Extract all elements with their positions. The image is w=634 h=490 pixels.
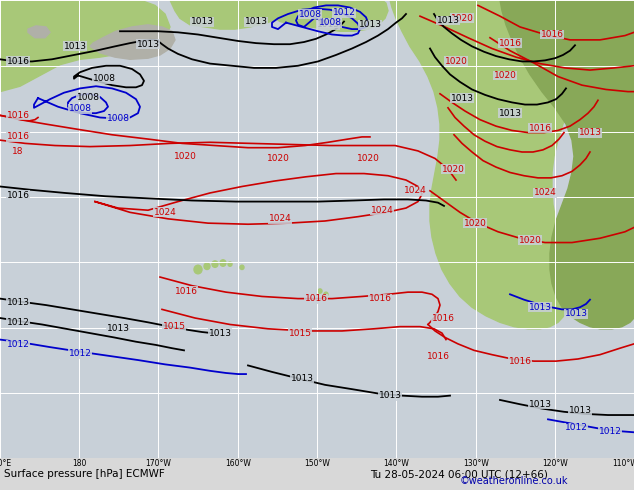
Text: 1013: 1013 (529, 400, 552, 409)
Text: 1020: 1020 (174, 152, 197, 161)
Text: 140°W: 140°W (383, 459, 409, 468)
Polygon shape (28, 26, 50, 38)
Polygon shape (390, 0, 634, 329)
Text: 1016: 1016 (432, 314, 455, 322)
Text: 1012: 1012 (333, 8, 356, 18)
Text: 1013: 1013 (451, 94, 474, 102)
Text: ©weatheronline.co.uk: ©weatheronline.co.uk (460, 476, 569, 486)
Text: 1013: 1013 (6, 298, 30, 307)
Text: 1013: 1013 (436, 16, 460, 25)
Text: 1012: 1012 (6, 341, 29, 349)
Circle shape (204, 263, 210, 270)
Text: 1008: 1008 (318, 18, 342, 27)
Polygon shape (0, 0, 20, 38)
Text: 1016: 1016 (498, 39, 522, 48)
Text: 1013: 1013 (107, 324, 129, 333)
Text: 1012: 1012 (68, 349, 91, 358)
Circle shape (212, 261, 218, 268)
Polygon shape (268, 0, 388, 31)
Circle shape (220, 260, 226, 266)
Circle shape (194, 265, 202, 274)
Text: Surface pressure [hPa] ECMWF: Surface pressure [hPa] ECMWF (4, 469, 165, 479)
Text: Tu 28-05-2024 06:00 UTC (12+66): Tu 28-05-2024 06:00 UTC (12+66) (370, 469, 548, 479)
Text: 1016: 1016 (174, 287, 198, 295)
Text: 1013: 1013 (136, 40, 160, 49)
Text: 1015: 1015 (288, 329, 311, 338)
Text: 1016: 1016 (529, 124, 552, 133)
Text: 1024: 1024 (371, 206, 393, 215)
Text: 1008: 1008 (107, 114, 129, 123)
Text: 1013: 1013 (290, 374, 313, 383)
Text: 1016: 1016 (427, 352, 450, 361)
Text: 1016: 1016 (6, 57, 30, 66)
Text: 1013: 1013 (316, 20, 339, 29)
Text: 1020: 1020 (463, 219, 486, 228)
Circle shape (240, 265, 244, 270)
Text: 1013: 1013 (498, 109, 522, 118)
Text: 1015: 1015 (162, 322, 186, 331)
Text: 1012: 1012 (598, 427, 621, 436)
Text: 1008: 1008 (68, 104, 91, 113)
Text: 1024: 1024 (269, 214, 292, 223)
Text: 1008: 1008 (93, 74, 115, 83)
Text: 1012: 1012 (6, 318, 29, 327)
Text: 1016: 1016 (6, 111, 30, 120)
Text: 1013: 1013 (564, 309, 588, 318)
Text: 1013: 1013 (578, 128, 602, 137)
Text: 1020: 1020 (519, 236, 541, 245)
Text: 1016: 1016 (541, 30, 564, 39)
Text: 120°W: 120°W (542, 459, 568, 468)
Text: 1016: 1016 (368, 294, 392, 303)
Text: 1016: 1016 (6, 191, 30, 199)
Polygon shape (0, 0, 170, 92)
Text: 170°E: 170°E (0, 459, 11, 468)
Text: 1016: 1016 (508, 357, 531, 366)
Text: 1013: 1013 (378, 391, 401, 400)
Text: 18: 18 (12, 147, 23, 156)
Text: 1024: 1024 (534, 189, 557, 197)
Text: 1013: 1013 (245, 17, 268, 26)
Text: 1016: 1016 (304, 294, 328, 303)
Text: 110°W: 110°W (612, 459, 634, 468)
Text: 1020: 1020 (451, 14, 474, 23)
Text: 1020: 1020 (356, 154, 379, 163)
Text: 1013: 1013 (190, 17, 214, 26)
Text: 170°W: 170°W (145, 459, 171, 468)
Circle shape (324, 292, 328, 296)
Text: 1024: 1024 (153, 208, 176, 217)
Text: 150°W: 150°W (304, 459, 330, 468)
Text: 180: 180 (72, 459, 86, 468)
Text: 1008: 1008 (299, 9, 321, 19)
Text: 1012: 1012 (564, 423, 588, 433)
Text: 160°W: 160°W (225, 459, 251, 468)
Text: 130°W: 130°W (463, 459, 489, 468)
Text: 1020: 1020 (444, 57, 467, 66)
Text: 1020: 1020 (493, 71, 517, 80)
Text: 1024: 1024 (404, 186, 427, 196)
Text: 1013: 1013 (63, 42, 86, 51)
Circle shape (228, 262, 232, 266)
Text: 1013: 1013 (358, 20, 382, 29)
Polygon shape (90, 25, 175, 59)
Text: 1008: 1008 (77, 93, 100, 101)
Text: 1013: 1013 (529, 303, 552, 312)
Text: 1013: 1013 (209, 329, 231, 338)
Text: 1020: 1020 (441, 165, 465, 174)
Polygon shape (170, 0, 298, 29)
Text: 1020: 1020 (266, 154, 290, 163)
Text: 1013: 1013 (569, 406, 592, 415)
Circle shape (318, 289, 322, 293)
Text: 1016: 1016 (6, 132, 30, 142)
Polygon shape (500, 0, 634, 329)
